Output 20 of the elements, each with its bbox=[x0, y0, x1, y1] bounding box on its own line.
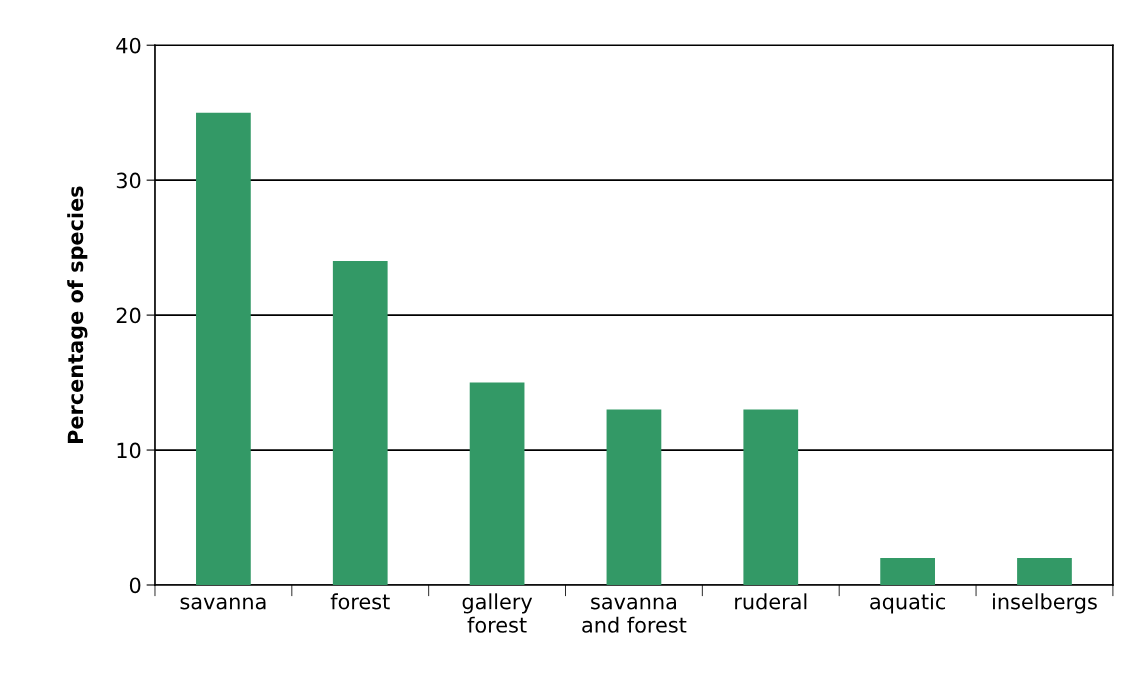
bar bbox=[196, 112, 251, 585]
x-tick-label: forest bbox=[330, 593, 390, 610]
x-tick-label: inselbergs bbox=[993, 593, 1097, 614]
bar bbox=[606, 409, 662, 585]
bar bbox=[332, 261, 388, 585]
bar bbox=[469, 382, 525, 585]
bar bbox=[1017, 558, 1072, 585]
x-tick-label: savanna bbox=[180, 597, 266, 610]
y-tick-label: 20 bbox=[116, 307, 141, 324]
x-tick-label: savanna and forest bbox=[582, 597, 687, 633]
x-tick-label: aquatic bbox=[870, 593, 946, 614]
bar bbox=[743, 409, 799, 585]
y-tick-label: 30 bbox=[116, 172, 141, 189]
x-tick-label: gallery forest bbox=[462, 593, 533, 633]
y-tick-label: 10 bbox=[117, 442, 141, 459]
y-tick-label: 40 bbox=[116, 37, 141, 54]
x-tick-label: ruderal bbox=[735, 593, 807, 610]
y-tick-label: 0 bbox=[129, 577, 141, 594]
bar bbox=[880, 558, 935, 585]
y-axis-title: Percentage of species bbox=[67, 186, 88, 443]
